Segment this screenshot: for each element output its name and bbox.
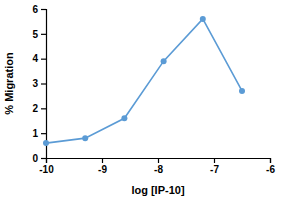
tick-mark	[41, 133, 46, 134]
y-axis: 0 1 2 3 4 5 6	[32, 4, 46, 164]
tick-mark	[41, 158, 46, 159]
point	[43, 140, 49, 146]
chart: -10 -9 -8 -7 -6 0 1 2 3 4 5 6 log [IP-10] % Migration	[0, 0, 300, 200]
tick: 0	[32, 153, 46, 164]
tick-label: 6	[32, 4, 38, 15]
tick-label: -9	[98, 164, 107, 175]
tick: -8	[154, 158, 163, 175]
point	[82, 135, 88, 141]
tick-mark	[41, 108, 46, 109]
tick-label: -6	[266, 164, 275, 175]
tick-label: -7	[210, 164, 219, 175]
line	[46, 19, 242, 143]
plot: -10 -9 -8 -7 -6 0 1 2 3 4 5 6	[32, 4, 275, 175]
tick-label: 5	[32, 29, 38, 40]
point	[200, 16, 206, 22]
tick-label: -8	[154, 164, 163, 175]
tick: 5	[32, 29, 46, 40]
tick-label: 4	[32, 53, 38, 64]
x-axis: -10 -9 -8 -7 -6	[39, 158, 275, 175]
tick-mark	[41, 59, 46, 60]
tick: 1	[32, 128, 46, 139]
tick: -10	[39, 158, 54, 175]
tick-label: 0	[32, 153, 38, 164]
point	[121, 115, 127, 121]
axis-line	[41, 10, 47, 159]
tick: 6	[32, 4, 46, 15]
tick-label: -10	[39, 164, 54, 175]
axis-line	[47, 159, 271, 164]
y-axis-title: % Migration	[3, 52, 15, 115]
tick: 3	[32, 78, 46, 89]
point	[161, 58, 167, 64]
point	[239, 88, 245, 94]
tick-mark	[270, 158, 271, 163]
tick-label: 2	[32, 103, 38, 114]
tick: -6	[266, 158, 275, 175]
tick: 4	[32, 53, 46, 64]
tick: -9	[98, 158, 107, 175]
tick-mark	[41, 9, 46, 10]
tick-mark	[41, 83, 46, 84]
tick-mark	[102, 158, 103, 163]
tick-label: 1	[32, 128, 38, 139]
tick: 2	[32, 103, 46, 114]
tick-mark	[41, 34, 46, 35]
tick: -7	[210, 158, 219, 175]
tick-mark	[214, 158, 215, 163]
tick-mark	[158, 158, 159, 163]
x-axis-title: log [IP-10]	[131, 184, 185, 196]
marks	[43, 16, 245, 146]
tick-label: 3	[32, 78, 38, 89]
